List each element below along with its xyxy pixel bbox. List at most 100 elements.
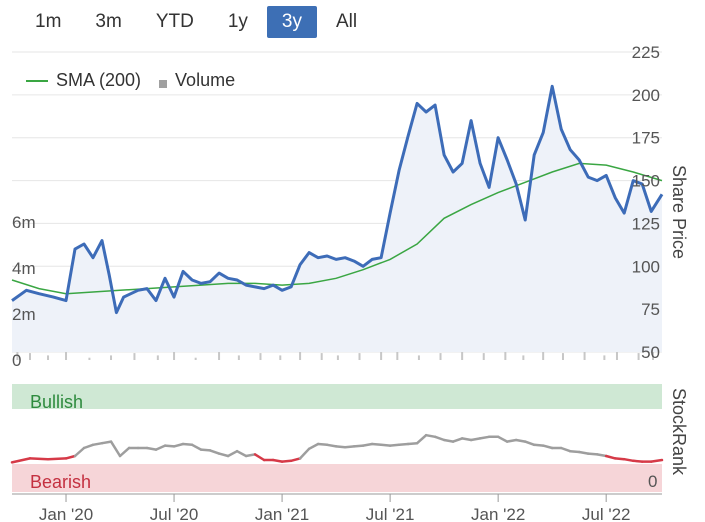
stockrank-segment [343,445,356,449]
price-area-fill [12,86,662,353]
range-3m-button[interactable]: 3m [95,11,122,32]
sma-legend-line[interactable] [26,79,48,82]
stockrank-segment [433,435,446,442]
stockrank-segment [82,443,95,450]
price-tick-label: 50 [641,343,660,362]
stockrank-segment [496,435,509,443]
volume-bar [522,355,525,360]
stockrank-segment [100,440,113,445]
volume-bar [482,353,485,360]
stockrank-segment [370,442,383,447]
price-tick-label: 150 [632,172,660,191]
stockrank-segment [415,433,428,445]
stockrank-segment [235,449,248,458]
stockrank-segment [199,448,212,452]
stockrank-segment [289,457,302,463]
range-all-button[interactable]: All [335,11,358,32]
volume-bar [29,353,32,360]
volume-bar [218,350,221,360]
price-tick-label: 225 [632,43,660,62]
volume-bar [133,353,136,360]
volume-bar [461,346,464,360]
stockrank-segment [163,444,176,448]
chart-legend: SMA (200) Volume [26,70,235,91]
stockrank-segment [442,438,455,443]
stockrank-segment [316,442,329,447]
volume-bar [336,355,339,360]
rank-zero-tick: 0 [648,472,657,491]
x-tick-label: Jul '21 [366,505,415,522]
range-1m-button[interactable]: 1m [35,11,62,32]
stockrank-segment [613,457,626,461]
stockrank-segment [514,438,527,443]
stockrank-segment [271,458,284,463]
stockrank-segment [181,442,194,447]
volume-bar [637,353,640,360]
stockrank-segment [28,457,50,461]
stockrank-segment [352,444,365,448]
stockrank-segment [379,443,392,447]
stockrank-segment [478,435,491,440]
x-axis-ticks: Jan '20 Jul '20 Jan '21 Jul '21 Jan '22 Jul '… [12,493,662,522]
volume-bar [417,355,420,360]
volume-bar [47,355,50,360]
stockrank-segment [397,442,410,447]
sma-legend-label[interactable]: SMA (200) [56,70,142,90]
price-tick-label: 75 [641,300,660,319]
volume-bar [320,353,323,360]
stockrank-segment [64,454,77,460]
stockrank-segment [541,444,554,450]
volume-bar [173,346,176,360]
stockrank-segment [73,446,86,458]
stockrank-segment [244,453,257,458]
stockrank-segment [109,440,122,458]
price-tick-label: 200 [632,86,660,105]
volume-legend-label[interactable]: Volume [175,70,236,90]
bullish-label: Bullish [30,392,83,412]
stockrank-segment [406,441,419,446]
volume-bar [88,357,91,360]
x-tick-label: Jul '20 [150,505,199,522]
stockrank-segment [577,450,590,455]
price-axis-ticks: 225 200 175 150 125 100 75 50 [632,43,660,362]
x-tick-label: Jul '22 [582,505,631,522]
stockrank-segment [253,453,266,462]
stockrank-segment [595,453,608,458]
volume-bar [237,355,240,360]
volume-bar [504,350,507,360]
range-selector: 1m 3m YTD 1y 3y All [20,6,376,42]
x-tick-label: Jan '20 [39,505,93,522]
stockrank-segment [559,446,572,453]
volume-bar [583,350,586,360]
volume-legend-swatch[interactable] [159,79,168,88]
sma-line [11,162,663,295]
stockrank-segment [10,457,32,464]
stockrank-segment [307,442,320,451]
stockrank-segment [325,443,338,448]
stockrank-segment [469,437,482,442]
stockrank-segment [523,440,536,447]
stockrank-segment [649,458,664,463]
range-3y-button[interactable]: 3y [266,6,317,38]
stockrank-segment [451,437,464,443]
range-1y-button[interactable]: 1y [227,11,248,32]
stockrank-segment [361,442,374,447]
stockrank-axis-title: StockRank [669,388,689,476]
share-price-axis-title: Share Price [669,165,689,259]
stockrank-segment [280,459,293,463]
stockrank-segment [505,438,518,443]
range-ytd-button[interactable]: YTD [155,11,194,32]
stockrank-segment [208,449,221,455]
bullish-zone [12,384,662,409]
stockrank-segment [604,454,617,460]
stockrank-segment [172,442,185,448]
price-line [11,84,664,315]
volume-bar [299,348,302,360]
volume-bar [396,348,399,360]
stockrank-segment [154,444,167,451]
volume-bar [603,355,606,360]
volume-bar [194,357,197,360]
x-tick-label: Jan '21 [255,505,309,522]
stockrank-segment [334,445,347,449]
